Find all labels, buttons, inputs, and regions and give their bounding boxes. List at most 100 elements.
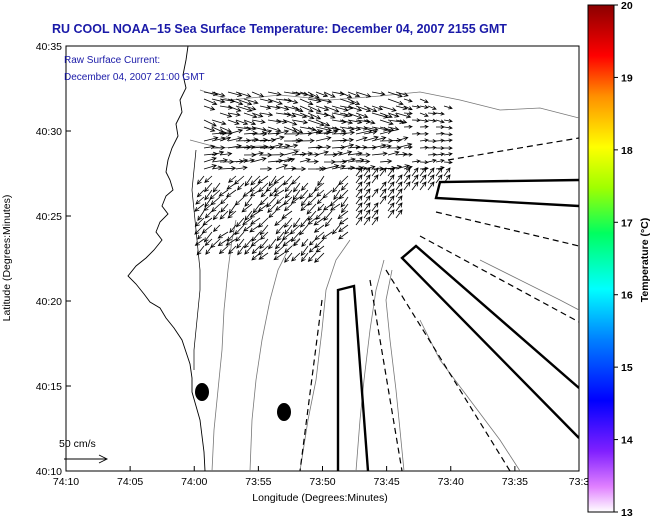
current-vector (235, 165, 248, 171)
current-vector (355, 136, 368, 142)
current-vector (276, 231, 285, 242)
current-vector (403, 105, 413, 111)
current-vector (228, 203, 237, 215)
x-tick-label: 73:55 (245, 476, 271, 488)
current-vector (355, 91, 372, 98)
current-vector (395, 105, 408, 111)
current-vector (283, 166, 297, 171)
current-vector (323, 129, 339, 135)
current-vector (251, 126, 268, 132)
current-vector (355, 174, 363, 184)
annotation-line-1: Raw Surface Current: (64, 55, 160, 66)
current-vector (371, 167, 379, 177)
current-vector (307, 112, 322, 120)
current-vector (197, 210, 205, 221)
current-vectors (194, 91, 453, 263)
current-vector (291, 175, 301, 185)
current-vector (267, 98, 283, 105)
current-vector (244, 245, 253, 255)
current-vector (403, 145, 413, 150)
current-vector (218, 189, 229, 197)
current-vector (267, 152, 285, 158)
current-vector (363, 165, 376, 170)
current-vector (275, 196, 285, 205)
current-vector (202, 217, 213, 226)
current-vector (259, 196, 269, 206)
current-vector (339, 98, 356, 105)
current-vector (267, 142, 284, 149)
current-vector (355, 152, 371, 158)
current-vector (315, 98, 333, 104)
current-vector (427, 174, 435, 184)
current-vector (443, 167, 451, 177)
current-vector (257, 203, 269, 212)
current-vector (235, 119, 249, 126)
current-vector (355, 159, 371, 164)
radar-beams (299, 137, 579, 471)
current-vector (340, 196, 349, 208)
colorbar-label: Temperature (°C) (639, 218, 651, 303)
current-vector (419, 167, 427, 177)
current-vector (283, 112, 297, 118)
colorbar-tick-label: 20 (621, 0, 633, 12)
current-vector (283, 157, 296, 163)
current-vector (237, 245, 245, 256)
current-vector (379, 119, 394, 126)
current-vector (284, 224, 293, 235)
colorbar-ticks: 20 19 18 17 16 15 14 13 (614, 0, 633, 518)
current-vector (243, 158, 255, 163)
current-vector (283, 196, 293, 206)
current-vector (227, 91, 243, 97)
current-vector (387, 150, 400, 156)
current-vector (284, 252, 293, 263)
current-vector (371, 136, 387, 142)
current-vector (419, 181, 427, 191)
current-vector (275, 129, 290, 135)
current-vector (212, 182, 221, 193)
current-vector (313, 217, 325, 226)
current-vector (243, 105, 257, 111)
current-vector (315, 210, 325, 220)
current-vector (419, 98, 429, 104)
current-vector (379, 105, 397, 112)
current-vector (323, 105, 340, 113)
current-vector (307, 210, 317, 221)
current-vector (219, 210, 229, 220)
current-vector (313, 182, 325, 192)
current-vector (321, 231, 333, 240)
current-vector (333, 189, 341, 201)
current-vector (300, 252, 309, 263)
current-vector (299, 158, 311, 163)
current-vector (227, 210, 237, 219)
current-vector (258, 245, 269, 256)
current-vector (203, 105, 216, 111)
annotation-line-2: December 04, 2007 21:00 GMT (64, 72, 205, 83)
colorbar-tick-label: 17 (621, 217, 633, 229)
current-vector (339, 143, 355, 149)
current-vector (219, 112, 233, 118)
current-vector (235, 231, 245, 242)
current-vector (244, 196, 253, 207)
current-vector (235, 105, 253, 112)
current-vector (395, 91, 409, 97)
current-vector (228, 175, 237, 183)
current-vector (387, 145, 402, 151)
current-vector (338, 231, 349, 240)
current-vector (387, 188, 395, 198)
current-vector (427, 167, 435, 177)
current-vector (227, 144, 242, 149)
current-vector (411, 159, 421, 164)
colorbar-tick-label: 16 (621, 290, 633, 302)
current-vector (435, 119, 445, 124)
current-vector (314, 252, 325, 263)
current-vector (244, 210, 253, 221)
current-vector (340, 182, 349, 191)
current-vector (307, 105, 322, 113)
current-vector (315, 150, 329, 156)
current-vector (323, 164, 340, 170)
current-vector (301, 238, 309, 247)
colorbar-tick-label: 15 (621, 362, 633, 374)
current-vector (355, 209, 363, 219)
current-vector (387, 98, 404, 106)
current-vector (267, 91, 282, 97)
